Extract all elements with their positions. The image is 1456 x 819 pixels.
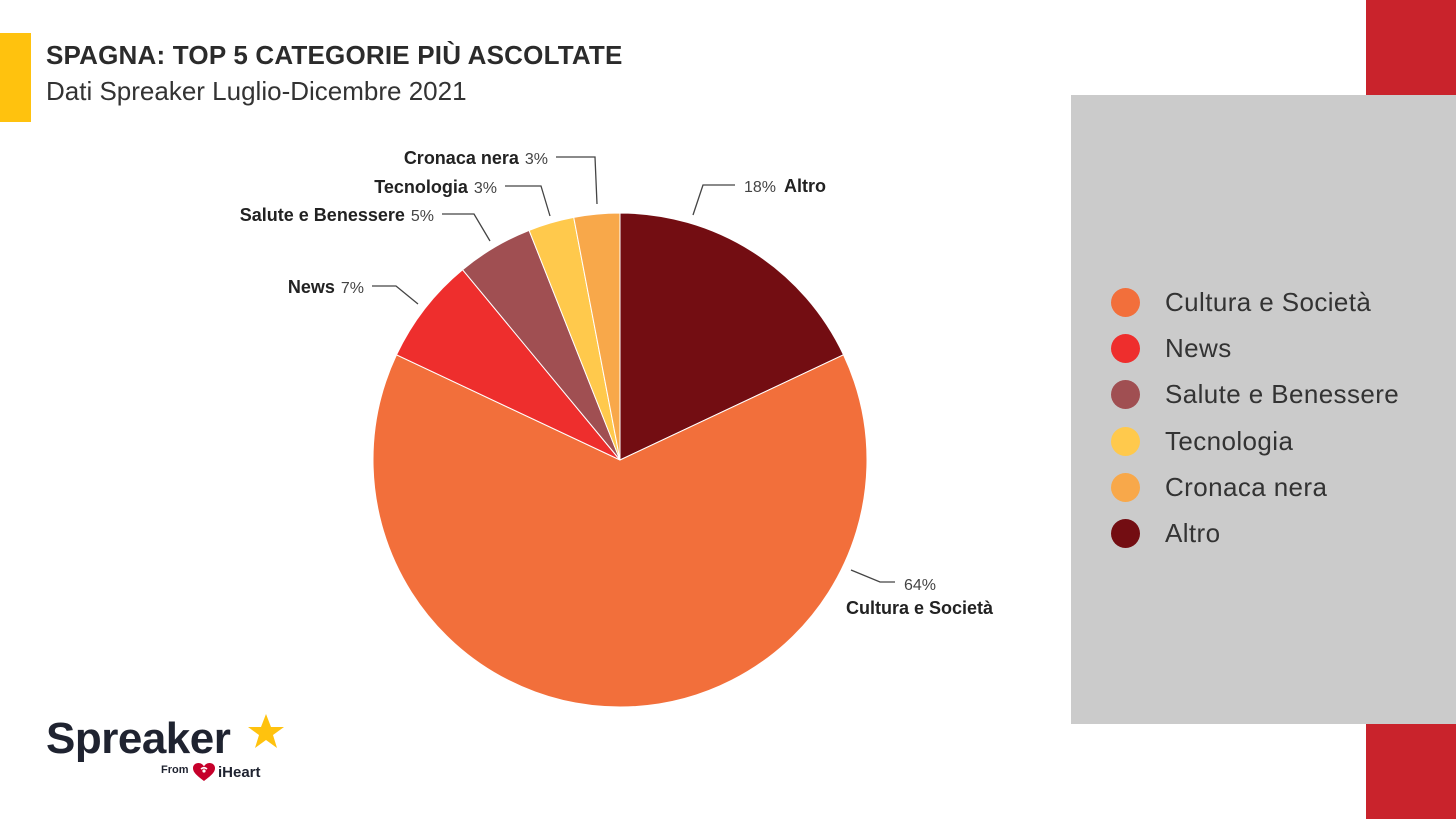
star-icon xyxy=(248,714,284,748)
leader-line-2 xyxy=(372,285,419,305)
slice-data-label-3: Salute e Benessere 5% xyxy=(240,205,434,225)
slice-name-label: Cultura e Società xyxy=(846,598,994,618)
slice-name-label: Cronaca nera xyxy=(404,148,520,168)
leader-line-0 xyxy=(692,184,735,216)
slice-data-label-2: News 7% xyxy=(288,277,364,297)
legend: Cultura e Società News Salute e Benesser… xyxy=(1111,279,1399,557)
slice-percent-label: 5% xyxy=(411,208,434,225)
decorative-red-strip-top xyxy=(1366,0,1456,96)
legend-item-tecnologia: Tecnologia xyxy=(1111,418,1399,464)
chart-subtitle: Dati Spreaker Luglio-Dicembre 2021 xyxy=(46,76,467,106)
legend-swatch xyxy=(1111,380,1140,410)
leader-line-4 xyxy=(505,185,551,217)
slice-percent-label: 7% xyxy=(341,280,364,297)
legend-item-cronaca: Cronaca nera xyxy=(1111,464,1399,510)
legend-label: Cronaca nera xyxy=(1165,471,1328,502)
legend-label: Cultura e Società xyxy=(1165,286,1372,317)
pie-slice-5 xyxy=(573,212,621,461)
pie-slice-0 xyxy=(619,212,845,461)
iheart-heart-icon xyxy=(193,763,215,781)
logo-wordmark: Spreaker xyxy=(46,714,231,763)
slice-name-label: Salute e Benessere xyxy=(240,205,405,225)
legend-label: Altro xyxy=(1165,518,1221,549)
slice-name-label: Altro xyxy=(784,176,826,196)
legend-item-altro: Altro xyxy=(1111,510,1399,556)
leader-line-1 xyxy=(850,569,895,583)
legend-item-salute: Salute e Benessere xyxy=(1111,372,1399,418)
legend-swatch xyxy=(1111,287,1140,317)
pie-slice-1 xyxy=(372,354,868,708)
pie-chart: 18% Altro 64% Cultura e Società News 7% Salute… xyxy=(240,148,994,708)
legend-swatch xyxy=(1111,333,1140,363)
title-accent-bar xyxy=(0,33,31,122)
legend-swatch xyxy=(1111,472,1140,502)
legend-label: Tecnologia xyxy=(1165,425,1294,456)
slice-percent-label: 3% xyxy=(525,151,548,168)
logo-iheart-text: iHeart xyxy=(218,764,261,781)
chart-title: SPAGNA: TOP 5 CATEGORIE PIÙ ASCOLTATE xyxy=(46,40,623,70)
leader-line-5 xyxy=(556,156,598,205)
slice-name-label: Tecnologia xyxy=(374,177,469,197)
legend-item-cultura: Cultura e Società xyxy=(1111,279,1399,325)
slice-data-label-4: Tecnologia 3% xyxy=(374,177,497,197)
spreaker-logo: Spreaker From iHeart xyxy=(46,708,296,788)
legend-panel: Cultura e Società News Salute e Benesser… xyxy=(1071,95,1456,724)
leader-line-3 xyxy=(442,213,491,242)
slice-percent-label: 18% xyxy=(744,179,776,196)
slice-percent-label: 64% xyxy=(904,577,936,594)
legend-label: News xyxy=(1165,332,1232,363)
decorative-red-strip-bottom xyxy=(1366,724,1456,819)
slice-data-label-5: Cronaca nera 3% xyxy=(404,148,548,168)
legend-label: Salute e Benessere xyxy=(1165,379,1400,410)
legend-swatch xyxy=(1111,519,1140,549)
legend-item-news: News xyxy=(1111,325,1399,371)
slice-percent-label: 3% xyxy=(474,180,497,197)
logo-from-text: From xyxy=(161,764,189,776)
slice-data-label-1: 64% Cultura e Società xyxy=(846,577,994,618)
slice-name-label: News xyxy=(288,277,335,297)
slice-data-label-0: 18% Altro xyxy=(744,176,826,196)
pie-slice-2 xyxy=(395,268,621,461)
legend-swatch xyxy=(1111,426,1140,456)
